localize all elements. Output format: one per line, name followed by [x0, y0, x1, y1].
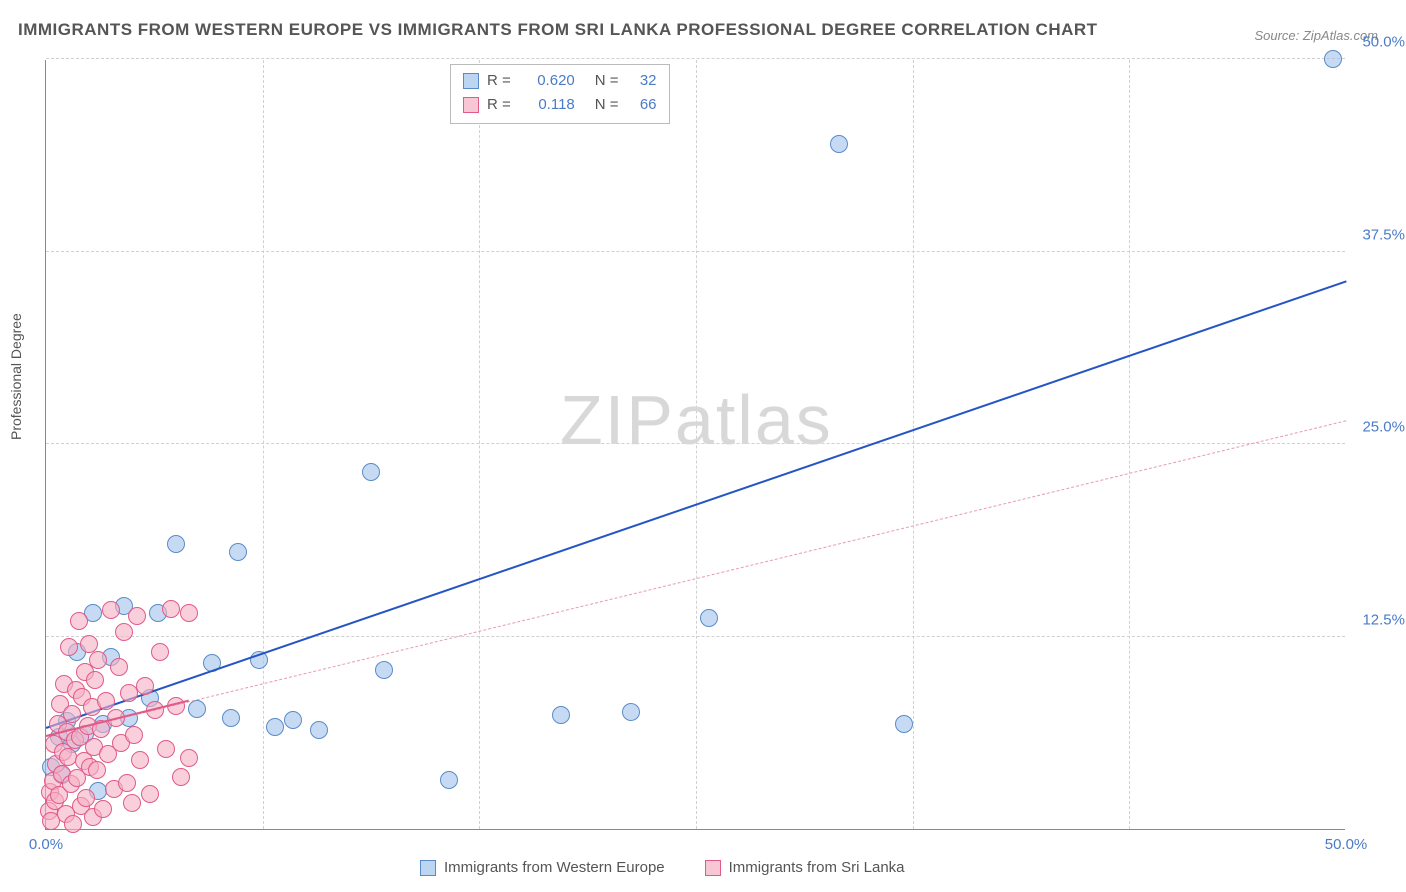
data-point — [118, 774, 136, 792]
n-value: 32 — [627, 69, 657, 93]
data-point — [375, 661, 393, 679]
data-point — [63, 705, 81, 723]
swatch-blue-icon — [420, 860, 436, 876]
y-tick-label: 12.5% — [1362, 611, 1405, 628]
data-point — [115, 623, 133, 641]
chart-title: IMMIGRANTS FROM WESTERN EUROPE VS IMMIGR… — [18, 20, 1098, 40]
r-label: R = — [487, 93, 511, 117]
data-point — [60, 638, 78, 656]
gridline-vertical — [913, 60, 914, 829]
data-point — [622, 703, 640, 721]
data-point — [86, 671, 104, 689]
y-tick-label: 25.0% — [1362, 419, 1405, 436]
r-label: R = — [487, 69, 511, 93]
data-point — [180, 604, 198, 622]
x-tick-label: 0.0% — [29, 836, 63, 853]
data-point — [94, 800, 112, 818]
correlation-legend: R = 0.620 N = 32 R = 0.118 N = 66 — [450, 64, 670, 124]
data-point — [222, 709, 240, 727]
r-value: 0.118 — [519, 93, 575, 117]
data-point — [70, 612, 88, 630]
watermark-atlas: atlas — [675, 381, 833, 459]
gridline-vertical — [1129, 60, 1130, 829]
data-point — [895, 715, 913, 733]
data-point — [102, 601, 120, 619]
correlation-row-pink: R = 0.118 N = 66 — [463, 93, 657, 117]
data-point — [128, 607, 146, 625]
data-point — [830, 135, 848, 153]
legend-item-blue: Immigrants from Western Europe — [420, 859, 665, 876]
data-point — [89, 651, 107, 669]
swatch-pink-icon — [705, 860, 721, 876]
data-point — [110, 658, 128, 676]
swatch-pink-icon — [463, 97, 479, 113]
r-value: 0.620 — [519, 69, 575, 93]
data-point — [1324, 50, 1342, 68]
data-point — [552, 706, 570, 724]
y-tick-label: 50.0% — [1362, 34, 1405, 51]
data-point — [180, 749, 198, 767]
n-label: N = — [595, 69, 619, 93]
y-axis-label: Professional Degree — [8, 313, 24, 440]
data-point — [700, 609, 718, 627]
gridline-horizontal — [46, 58, 1345, 59]
data-point — [136, 677, 154, 695]
data-point — [64, 815, 82, 833]
legend-label: Immigrants from Western Europe — [444, 859, 665, 876]
watermark: ZIPatlas — [560, 380, 833, 460]
data-point — [284, 711, 302, 729]
n-value: 66 — [627, 93, 657, 117]
data-point — [131, 751, 149, 769]
data-point — [162, 600, 180, 618]
data-point — [151, 643, 169, 661]
data-point — [123, 794, 141, 812]
watermark-zip: ZIP — [560, 381, 675, 459]
data-point — [188, 700, 206, 718]
data-point — [125, 726, 143, 744]
gridline-vertical — [263, 60, 264, 829]
gridline-vertical — [479, 60, 480, 829]
series-legend: Immigrants from Western Europe Immigrant… — [420, 859, 905, 876]
data-point — [97, 692, 115, 710]
data-point — [167, 535, 185, 553]
data-point — [157, 740, 175, 758]
data-point — [77, 789, 95, 807]
data-point — [440, 771, 458, 789]
data-point — [88, 761, 106, 779]
legend-item-pink: Immigrants from Sri Lanka — [705, 859, 905, 876]
y-tick-label: 37.5% — [1362, 226, 1405, 243]
swatch-blue-icon — [463, 73, 479, 89]
data-point — [266, 718, 284, 736]
data-point — [362, 463, 380, 481]
x-tick-label: 50.0% — [1325, 836, 1368, 853]
legend-label: Immigrants from Sri Lanka — [729, 859, 905, 876]
source-attribution: Source: ZipAtlas.com — [1254, 28, 1378, 43]
n-label: N = — [595, 93, 619, 117]
correlation-row-blue: R = 0.620 N = 32 — [463, 69, 657, 93]
data-point — [310, 721, 328, 739]
data-point — [141, 785, 159, 803]
data-point — [172, 768, 190, 786]
data-point — [229, 543, 247, 561]
